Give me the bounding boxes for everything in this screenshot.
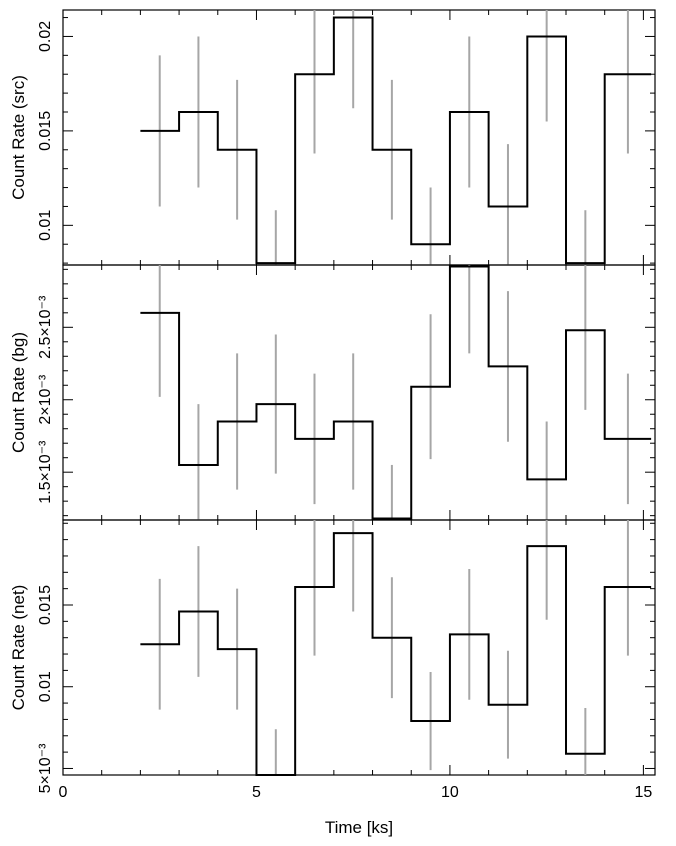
y-tick-label: 0.01 — [37, 671, 54, 702]
y-tick-label: 2×10⁻³ — [37, 374, 54, 424]
x-tick-label: 10 — [441, 784, 459, 801]
light-curve-step — [140, 532, 652, 776]
y-axis-title: Count Rate (src) — [9, 75, 28, 200]
y-tick-label: 2.5×10⁻³ — [37, 295, 54, 359]
x-tick-label: 5 — [252, 784, 261, 801]
light-curve-step — [140, 16, 652, 265]
y-tick-label: 0.015 — [37, 585, 54, 625]
x-tick-label: 15 — [634, 784, 652, 801]
y-tick-label: 0.015 — [37, 111, 54, 151]
y-axis-title: Count Rate (bg) — [9, 332, 28, 453]
light-curve-step — [140, 265, 652, 520]
y-axis-title: Count Rate (net) — [9, 585, 28, 711]
panel-frame — [62, 519, 656, 776]
panel-0: 0.01 0.015 0.02 Count Rate (src) — [9, 9, 656, 266]
y-tick-label: 0.01 — [37, 210, 54, 241]
y-tick-label: 0.02 — [37, 21, 54, 52]
panel-2: 5×10⁻³ 0.01 0.015 Count Rate (net) 0 5 10 15 Tim… — [9, 519, 656, 837]
x-tick-label: 0 — [59, 784, 68, 801]
x-axis-title: Time [ks] — [325, 818, 393, 837]
y-tick-label: 1.5×10⁻³ — [37, 440, 54, 504]
panel-1: 1.5×10⁻³ 2×10⁻³ 2.5×10⁻³ Count Rate (bg) — [9, 264, 656, 521]
y-tick-label: 5×10⁻³ — [37, 743, 54, 793]
